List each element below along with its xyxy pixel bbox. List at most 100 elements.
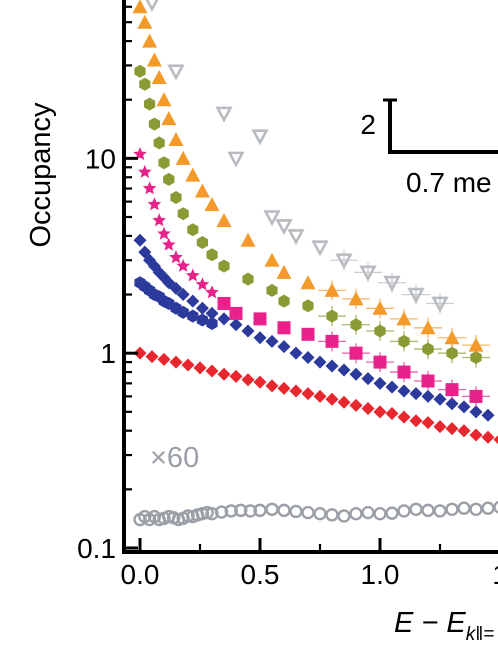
data-point xyxy=(240,232,256,247)
data-point xyxy=(167,64,185,81)
data-point xyxy=(145,350,159,364)
data-point xyxy=(241,324,255,338)
data-point xyxy=(301,351,315,365)
data-point xyxy=(385,380,399,394)
data-point xyxy=(133,147,147,160)
data-point xyxy=(216,212,232,227)
data-point xyxy=(234,503,248,518)
data-point xyxy=(445,422,459,436)
series-7-gray_light xyxy=(145,0,454,314)
data-point xyxy=(275,219,293,236)
data-point xyxy=(349,346,363,360)
data-point xyxy=(243,504,258,518)
data-point xyxy=(421,503,435,518)
data-point xyxy=(193,361,207,375)
data-point xyxy=(185,167,201,182)
data-point xyxy=(397,365,411,379)
data-point xyxy=(148,117,160,131)
data-point xyxy=(227,151,245,168)
data-point xyxy=(276,264,292,279)
data-point xyxy=(431,296,449,313)
data-point xyxy=(407,287,425,304)
data-point xyxy=(206,248,218,262)
y-tick-label: 1 xyxy=(100,338,116,369)
data-point xyxy=(147,197,162,211)
data-point xyxy=(396,311,412,326)
data-point xyxy=(151,70,167,85)
data-point xyxy=(335,253,353,270)
data-point xyxy=(359,265,377,282)
data-point xyxy=(265,379,279,393)
data-point xyxy=(313,389,327,403)
data-point xyxy=(444,330,460,345)
data-point xyxy=(373,376,387,390)
data-point xyxy=(145,0,159,12)
data-point xyxy=(468,337,484,352)
data-point xyxy=(398,334,410,348)
scale-bar xyxy=(388,99,498,154)
data-point xyxy=(421,416,435,430)
data-point xyxy=(196,236,208,249)
data-point xyxy=(457,501,471,515)
data-point xyxy=(409,387,423,401)
x-tick-label: 0.0 xyxy=(121,559,160,590)
data-point xyxy=(313,355,327,369)
data-point xyxy=(433,420,447,434)
data-point xyxy=(493,500,498,514)
data-point xyxy=(289,384,303,398)
series-2-blue xyxy=(134,276,218,330)
data-point xyxy=(142,181,157,195)
data-point xyxy=(361,372,375,386)
data-point xyxy=(229,306,243,320)
data-point xyxy=(302,299,314,313)
data-point xyxy=(287,229,305,246)
data-point xyxy=(397,410,411,424)
data-point xyxy=(433,504,447,518)
data-point xyxy=(325,359,339,373)
data-point xyxy=(158,156,170,170)
data-point xyxy=(194,183,210,198)
data-point xyxy=(146,52,162,67)
data-point xyxy=(186,268,200,282)
data-point xyxy=(300,275,316,290)
data-point xyxy=(289,346,303,360)
data-point xyxy=(133,233,147,247)
series-3-magenta xyxy=(133,147,219,299)
y-tick-label: 0.1 xyxy=(77,533,116,564)
data-point xyxy=(409,502,423,516)
x-tick-label: 1 xyxy=(492,559,498,590)
data-point xyxy=(481,408,495,422)
data-point xyxy=(373,355,387,369)
data-point xyxy=(469,389,483,403)
data-point xyxy=(133,346,147,360)
data-point xyxy=(215,106,233,123)
data-point xyxy=(253,331,267,345)
data-point xyxy=(134,64,146,78)
data-point xyxy=(349,398,363,412)
data-point xyxy=(153,136,165,150)
scale-bar-vertical-label: 2 xyxy=(360,109,376,140)
data-point xyxy=(337,363,351,377)
data-point xyxy=(349,367,363,381)
data-point xyxy=(397,504,411,518)
data-point xyxy=(277,321,291,335)
data-point xyxy=(348,291,364,306)
data-point xyxy=(350,318,362,332)
data-point xyxy=(469,405,483,419)
annotations: 2 0.7 me ×60 xyxy=(150,98,498,474)
data-point xyxy=(266,283,278,297)
y-axis-label: Occupancy xyxy=(25,102,57,248)
data-point xyxy=(372,300,388,315)
data-point xyxy=(169,250,183,264)
data-point xyxy=(204,196,220,211)
data-point xyxy=(349,506,363,521)
data-point xyxy=(433,392,447,406)
data-point xyxy=(196,313,208,327)
data-point xyxy=(157,352,171,366)
data-point xyxy=(253,375,267,389)
data-point xyxy=(311,240,329,257)
data-point xyxy=(374,324,386,338)
data-point xyxy=(469,428,483,442)
